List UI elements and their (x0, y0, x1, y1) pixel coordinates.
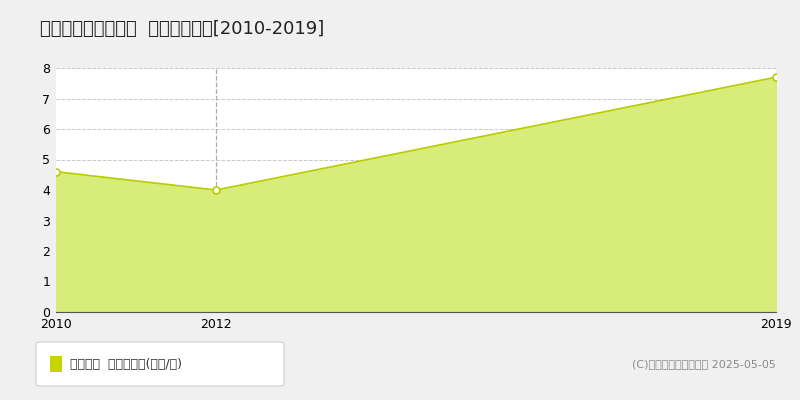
Text: (C)土地価格ドットコム 2025-05-05: (C)土地価格ドットコム 2025-05-05 (632, 359, 776, 369)
Text: 土地価格  平均坪単価(万円/坪): 土地価格 平均坪単価(万円/坪) (70, 358, 182, 370)
Text: 有田郡有田川町市場  土地価格推移[2010-2019]: 有田郡有田川町市場 土地価格推移[2010-2019] (40, 20, 324, 38)
